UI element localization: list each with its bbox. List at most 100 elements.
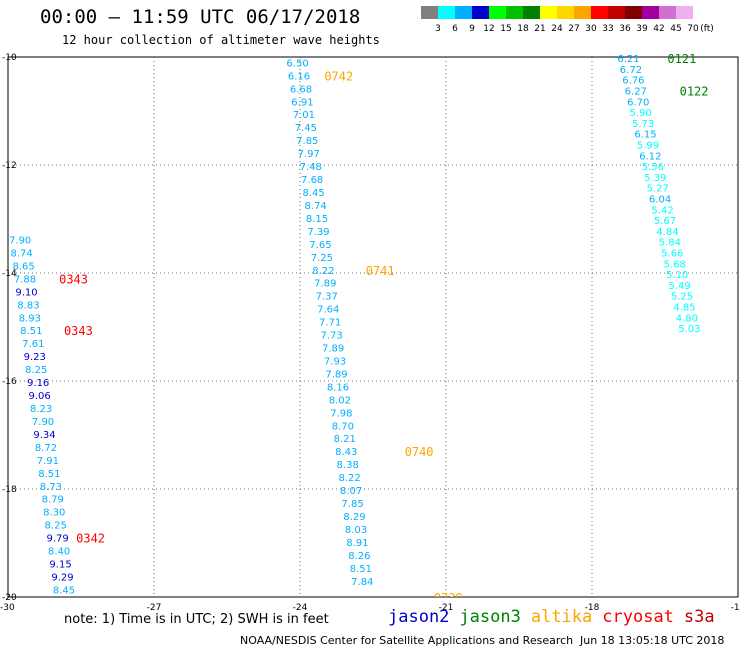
- wave-height-label: 6.50: [286, 58, 308, 69]
- wave-height-label: 7.89: [325, 369, 347, 380]
- wave-height-label: 7.93: [324, 356, 346, 367]
- wave-height-label: 8.25: [45, 521, 67, 532]
- y-tick-label: -12: [2, 161, 17, 171]
- colorbar-swatch: [659, 6, 676, 19]
- colorbar-label: 12: [483, 24, 495, 34]
- wave-height-label: 9.34: [33, 430, 55, 441]
- wave-height-label: 5.27: [647, 184, 669, 195]
- wave-height-label: 8.22: [339, 473, 361, 484]
- wave-height-label: 9.06: [29, 391, 51, 402]
- wave-height-label: 8.73: [40, 482, 62, 493]
- colorbar-swatch: [557, 6, 574, 19]
- colorbar-swatch: [421, 6, 438, 19]
- wave-height-label: 9.16: [27, 378, 49, 389]
- wave-height-label: 6.16: [288, 71, 310, 82]
- colorbar-label: 42: [653, 24, 665, 34]
- legend-entry-jason2: jason2: [388, 607, 450, 627]
- colorbar-swatch: [574, 6, 591, 19]
- wave-height-label: 5.42: [651, 205, 673, 216]
- colorbar-label: 27: [568, 24, 580, 34]
- legend-entry-s3a: s3a: [683, 607, 715, 627]
- wave-height-label: 7.90: [32, 417, 54, 428]
- chart-subtitle: 12 hour collection of altimeter wave hei…: [62, 33, 380, 47]
- colorbar-label: 9: [469, 24, 475, 34]
- wave-height-label: 7.85: [341, 499, 363, 510]
- colorbar-swatch: [676, 6, 693, 19]
- wave-height-label: 9.21: [54, 598, 76, 609]
- wave-height-label: 8.83: [17, 300, 39, 311]
- wave-height-label: 5.67: [654, 216, 676, 227]
- wave-height-label: 6.15: [634, 130, 656, 141]
- wave-height-label: 4.80: [676, 313, 698, 324]
- wave-height-label: 8.40: [48, 547, 70, 558]
- wave-height-label: 8.51: [350, 564, 372, 575]
- wave-height-label: 7.90: [9, 236, 31, 247]
- wave-height-label: 7.98: [330, 408, 352, 419]
- wave-height-label: 8.29: [343, 512, 365, 523]
- wave-height-label: 4.84: [656, 227, 678, 238]
- wave-height-label: 6.76: [622, 76, 644, 87]
- wave-height-label: 8.15: [306, 214, 328, 225]
- colorbar-swatch: [625, 6, 642, 19]
- wave-height-label: 8.51: [38, 469, 60, 480]
- wave-height-label: 7.61: [22, 339, 44, 350]
- colorbar-swatch: [608, 6, 625, 19]
- pass-time-label: 0742: [324, 69, 353, 83]
- wave-height-label: 7.37: [316, 292, 338, 303]
- wave-height-label: 8.21: [334, 434, 356, 445]
- wave-height-label: 7.71: [319, 318, 341, 329]
- wave-height-label: 6.12: [639, 151, 661, 162]
- pass-time-label: 0122: [680, 84, 709, 98]
- wave-height-label: 8.45: [302, 188, 324, 199]
- wave-height-label: 7.85: [296, 136, 318, 147]
- wave-height-label: 8.43: [335, 447, 357, 458]
- wave-height-label: 6.04: [649, 194, 671, 205]
- wave-height-label: 8.16: [327, 382, 349, 393]
- wave-height-label: 8.74: [10, 248, 32, 259]
- colorbar-label: 45: [670, 24, 682, 34]
- pass-time-label: 0341: [83, 596, 112, 610]
- colorbar-label: 70: [687, 24, 699, 34]
- colorbar-label: 15: [500, 24, 512, 34]
- wave-height-label: 7.48: [300, 162, 322, 173]
- pass-time-label: 0741: [366, 264, 395, 278]
- wave-height-label: 9.29: [51, 572, 73, 583]
- wave-height-label: 5.84: [659, 238, 681, 249]
- wave-height-label: 7.39: [307, 227, 329, 238]
- colorbar-label: 24: [551, 24, 563, 34]
- wave-height-label: 7.65: [309, 240, 331, 251]
- satellite-legend: jason2 jason3 altika cryosat s3a: [388, 607, 725, 627]
- wave-height-label: 7.97: [298, 149, 320, 160]
- pass-time-label: 0342: [76, 532, 105, 546]
- wave-height-label: 5.03: [678, 324, 700, 335]
- y-tick-label: -10: [2, 53, 17, 63]
- wave-height-label: 5.49: [668, 281, 690, 292]
- wave-height-label: 7.45: [295, 123, 317, 134]
- colorbar-label: 18: [517, 24, 529, 34]
- wave-height-label: 8.26: [348, 551, 370, 562]
- wave-height-label: 6.27: [625, 86, 647, 97]
- wave-height-label: 5.73: [632, 119, 654, 130]
- wave-height-label: 9.79: [47, 534, 69, 545]
- wave-height-label: 5.25: [671, 292, 693, 303]
- legend-entry-jason3: jason3: [459, 607, 521, 627]
- colorbar-unit: (ft): [700, 24, 714, 34]
- x-tick-label: -24: [293, 603, 308, 613]
- wave-height-label: 5.66: [661, 248, 683, 259]
- x-tick-label: -15: [731, 603, 740, 613]
- wave-height-label: 8.38: [337, 460, 359, 471]
- colorbar-swatch: [489, 6, 506, 19]
- colorbar-label: 6: [452, 24, 458, 34]
- pass-time-label: 0739: [434, 591, 463, 605]
- wave-height-label: 8.79: [42, 495, 64, 506]
- wave-height-label: 8.02: [329, 395, 351, 406]
- plot-frame: [7, 56, 739, 598]
- wave-height-label: 8.72: [35, 443, 57, 454]
- wave-height-label: 6.91: [291, 97, 313, 108]
- colorbar-swatch: [472, 6, 489, 19]
- wave-height-label: 8.65: [12, 261, 34, 272]
- wave-height-label: 6.21: [617, 54, 639, 65]
- wave-height-label: 5.10: [666, 270, 688, 281]
- data-layer: 7.908.748.657.889.108.838.938.517.619.23…: [9, 52, 709, 610]
